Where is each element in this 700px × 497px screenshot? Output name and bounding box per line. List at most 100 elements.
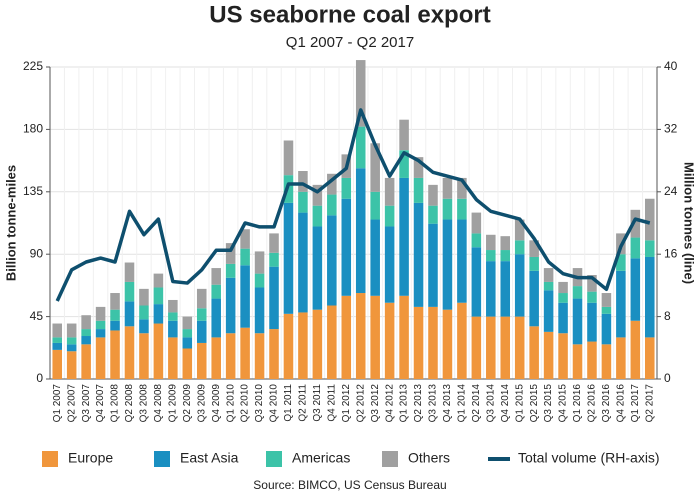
bar-segment [616, 337, 626, 379]
bar-segment [399, 295, 409, 379]
bar-segment [558, 281, 568, 294]
bar-segment [428, 184, 438, 206]
x-tick-label: Q1 2016 [572, 384, 583, 423]
y-tick-label: 0 [36, 371, 43, 385]
legend-swatch [42, 451, 58, 467]
bar-segment [139, 319, 149, 334]
bar-segment [153, 323, 164, 379]
x-tick-label: Q3 2012 [370, 384, 381, 423]
bar-segment [399, 177, 409, 296]
bar-segment [630, 209, 641, 238]
bar-segment [225, 263, 236, 278]
x-tick-label: Q3 2007 [81, 384, 92, 423]
bar-segment [601, 293, 612, 307]
bar-segment [442, 198, 453, 220]
bar-segment [645, 337, 655, 379]
bar-segment [240, 229, 250, 249]
legend-label: Americas [292, 450, 350, 466]
x-tick-label: Q2 2007 [66, 384, 77, 423]
bar-segment [254, 287, 265, 334]
bar-segment [110, 309, 120, 321]
bar-segment [428, 306, 438, 379]
bar-segment [630, 258, 641, 321]
bar-segment [529, 326, 539, 379]
bar-segment [225, 333, 236, 379]
x-tick-label: Q4 2014 [500, 384, 511, 423]
bar-segment [182, 316, 193, 330]
x-tick-label: Q4 2010 [269, 384, 280, 423]
bar-segment [211, 284, 221, 299]
bar-segment [442, 309, 453, 379]
bar-segment [95, 320, 106, 330]
bar-segment [327, 215, 337, 306]
x-tick-label: Q3 2015 [543, 384, 554, 423]
x-tick-label: Q1 2017 [630, 384, 641, 423]
bar-segment [543, 290, 554, 332]
x-tick-label: Q1 2015 [514, 384, 525, 423]
bar-segment [298, 171, 308, 192]
bar-segment [514, 316, 525, 379]
bar-segment [500, 236, 511, 251]
bar-segment [543, 281, 554, 291]
bar-segment [384, 205, 395, 227]
bar-segment [196, 308, 207, 321]
bar-segment [327, 305, 337, 379]
bar-segment [601, 344, 612, 379]
bar-segment [384, 226, 395, 303]
bar-segment [601, 306, 612, 314]
bar-segment [529, 270, 539, 327]
bar-segment [486, 316, 496, 379]
bar-segment [298, 312, 308, 379]
bar-segment [370, 295, 380, 379]
legend-label: Total volume (RH-axis) [518, 450, 660, 466]
bar-segment [514, 254, 525, 317]
bar-segment [327, 173, 337, 195]
y-tick-label: 45 [30, 309, 44, 323]
bar-segment [254, 251, 265, 274]
x-tick-label: Q3 2010 [254, 384, 265, 423]
bar-segment [630, 237, 641, 259]
chart-subtitle: Q1 2007 - Q2 2017 [286, 34, 414, 51]
bar-segment [66, 337, 77, 345]
x-tick-label: Q4 2016 [616, 384, 627, 423]
bar-segment [182, 348, 193, 379]
bar-segment [370, 191, 380, 220]
bar-segment [500, 316, 511, 379]
bar-segment [196, 320, 207, 343]
bar-segment [370, 219, 380, 296]
bar-segment [486, 261, 496, 317]
bar-segment [182, 337, 193, 349]
bar-segment [558, 293, 568, 303]
bar-segment [124, 262, 135, 282]
bar-segment [66, 344, 77, 352]
bar-segment [630, 320, 641, 379]
bar-segment [355, 293, 366, 379]
bar-segment [384, 177, 395, 206]
bar-segment [341, 177, 352, 199]
bar-segment [558, 302, 568, 334]
y2-tick-label: 24 [664, 184, 678, 198]
bar-segment [457, 302, 467, 379]
bar-segment [254, 333, 265, 379]
bar-segment [514, 219, 525, 241]
y-axis-label: Billion tonne-miles [3, 165, 18, 281]
bar-segment [529, 240, 539, 257]
x-tick-label: Q2 2012 [355, 384, 366, 423]
bar-segment [196, 288, 207, 309]
bar-segment [572, 344, 583, 379]
bar-segment [399, 119, 409, 151]
bar-segment [283, 140, 294, 176]
bar-segment [471, 316, 482, 379]
line-series [55, 108, 651, 302]
legend-label: East Asia [180, 450, 239, 466]
x-tick-label: Q2 2009 [182, 384, 193, 423]
bar-segment [110, 293, 120, 310]
bar-segment [428, 205, 438, 224]
x-tick-label: Q3 2009 [196, 384, 207, 423]
bar-segment [269, 266, 279, 330]
x-tick-label: Q2 2010 [240, 384, 251, 423]
x-tick-label: Q2 2016 [587, 384, 598, 423]
bar-segment [457, 219, 467, 303]
bar-segment [139, 288, 149, 306]
